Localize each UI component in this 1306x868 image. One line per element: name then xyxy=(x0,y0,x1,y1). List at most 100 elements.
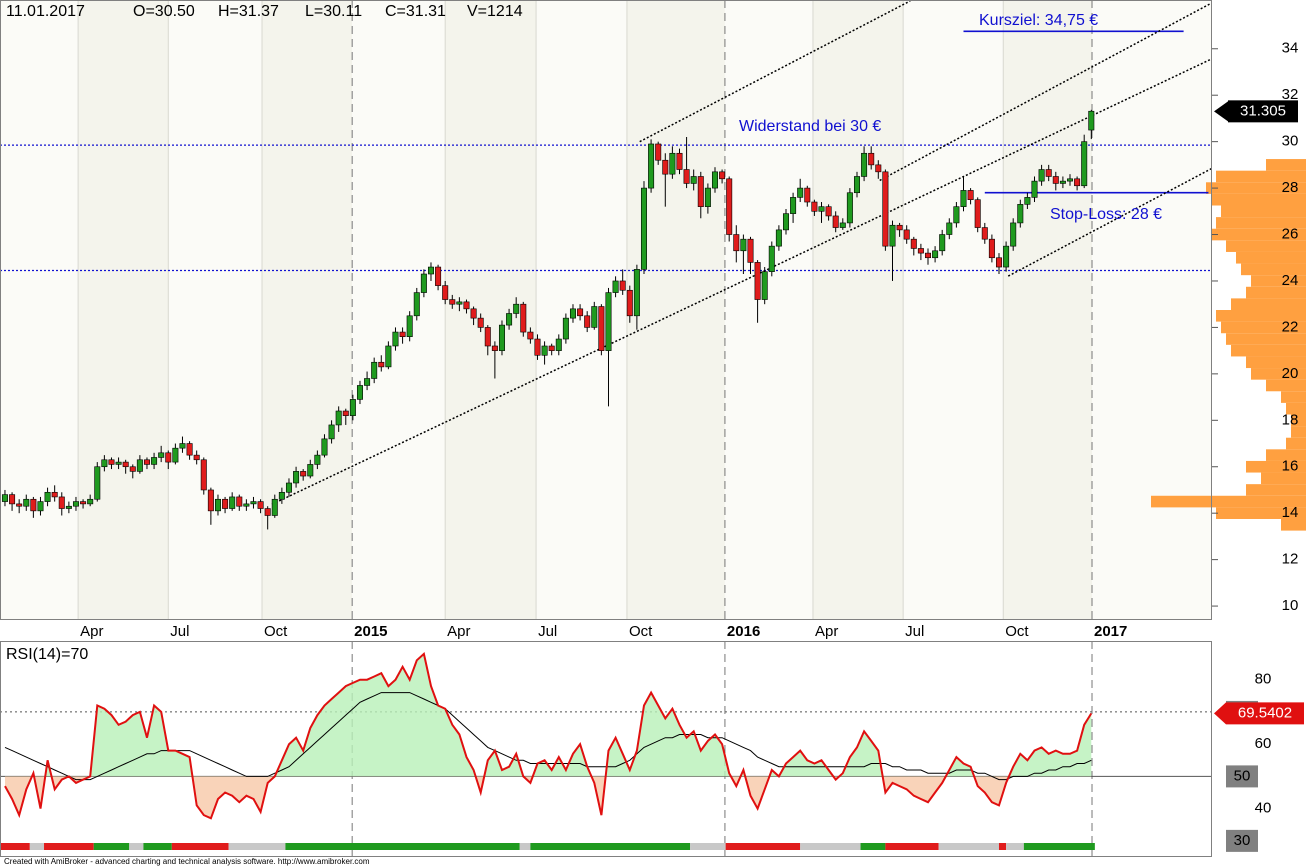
candle-body xyxy=(832,215,839,228)
candle-body xyxy=(80,501,87,505)
volume-profile-bar xyxy=(1266,379,1306,392)
candle-body xyxy=(846,192,853,224)
volume-profile-bar xyxy=(1231,298,1306,310)
candle-body xyxy=(662,159,669,175)
candle-body xyxy=(307,464,314,477)
candle-body xyxy=(726,178,733,235)
candle-body xyxy=(811,201,818,212)
x-tick-label: 2017 xyxy=(1094,623,1127,640)
candle-body xyxy=(910,238,917,249)
candle-body xyxy=(719,171,726,180)
x-tick-label: Jul xyxy=(170,623,189,640)
candle-body xyxy=(648,143,655,189)
candle-body xyxy=(569,308,576,319)
candle-body xyxy=(491,345,498,351)
quarter-band xyxy=(1092,641,1212,857)
quarter-band xyxy=(1003,0,1093,620)
candle-body xyxy=(16,503,23,507)
trend-strip-segment xyxy=(885,843,939,850)
candle-body xyxy=(285,482,292,493)
volume-profile-bar xyxy=(1286,437,1306,450)
volume-profile-bar xyxy=(1291,426,1306,438)
candle-body xyxy=(236,496,243,507)
candle-body xyxy=(967,190,974,201)
candle-body xyxy=(172,447,179,463)
candle-body xyxy=(676,152,683,170)
volume-profile-bar xyxy=(1246,460,1306,473)
candle-body xyxy=(151,457,158,465)
candle-body xyxy=(364,378,371,386)
candle-body xyxy=(349,399,356,416)
candle-body xyxy=(413,292,420,317)
candle-body xyxy=(1059,180,1066,184)
candle-body xyxy=(655,143,662,161)
candle-body xyxy=(591,306,598,328)
volume-profile-bar xyxy=(1246,286,1306,299)
candle-body xyxy=(278,491,285,500)
candle-body xyxy=(44,491,51,502)
candle-body xyxy=(903,229,910,240)
candle-body xyxy=(222,498,229,509)
candle-body xyxy=(9,494,16,505)
candle-body xyxy=(250,501,257,505)
last-price-label: 31.305 xyxy=(1240,102,1286,119)
y-tick-label: 26 xyxy=(1282,226,1299,243)
price-frame xyxy=(0,0,1212,620)
candle-body xyxy=(406,315,413,338)
volume-profile-bar xyxy=(1226,333,1306,345)
candle-body xyxy=(768,245,775,272)
candle-body xyxy=(23,498,30,507)
candle-body xyxy=(435,266,442,286)
y-tick-label: 10 xyxy=(1282,597,1299,614)
y-tick-label: 34 xyxy=(1282,40,1299,57)
candle-body xyxy=(328,424,335,440)
rsi-line xyxy=(4,652,1093,820)
volume-profile-bar xyxy=(1246,356,1306,369)
x-tick-label: Oct xyxy=(264,623,288,640)
rsi-value-box xyxy=(1214,702,1304,725)
rsi-tick-box xyxy=(1226,765,1258,788)
candle-body xyxy=(470,308,477,319)
candle-body xyxy=(513,303,520,314)
trend-strip-segment xyxy=(143,843,172,850)
header-date: 11.01.2017 xyxy=(6,3,85,20)
candle-body xyxy=(257,501,264,509)
volume-profile-bar xyxy=(1221,321,1306,334)
trend-strip-segment xyxy=(998,843,1007,850)
volume-profile-bar xyxy=(1266,159,1306,171)
candle-body xyxy=(761,271,768,300)
candle-body xyxy=(825,206,832,217)
candle-body xyxy=(1066,178,1073,182)
candle-body xyxy=(1074,178,1081,187)
x-tick-label: Apr xyxy=(447,623,470,640)
volume-profile-bar xyxy=(1286,402,1306,415)
volume-profile-bar xyxy=(1231,344,1306,357)
candle-body xyxy=(101,459,108,468)
x-tick-label: 2016 xyxy=(727,623,760,640)
volume-profile-bar xyxy=(1281,518,1306,531)
trend-strip-segment xyxy=(129,843,144,850)
x-tick-label: Oct xyxy=(629,623,653,640)
trend-strip-segment xyxy=(1006,843,1024,850)
quarter-band xyxy=(168,0,262,620)
candle-body xyxy=(243,503,250,507)
candle-body xyxy=(782,213,789,231)
volume-profile-bar xyxy=(1216,310,1306,322)
candle-body xyxy=(463,301,470,310)
annotation: Stop-Loss: 28 € xyxy=(1050,206,1162,223)
y-tick-label: 22 xyxy=(1282,318,1299,335)
candle-body xyxy=(1031,180,1038,198)
trend-strip-segment xyxy=(1023,843,1095,850)
candle-body xyxy=(200,459,207,491)
candle-body xyxy=(747,238,754,263)
rsi-area-up xyxy=(31,653,1092,777)
y-tick-label: 18 xyxy=(1282,411,1299,428)
header-field: L=30.11 xyxy=(305,3,362,20)
volume-profile-bar xyxy=(1251,368,1306,380)
candle-body xyxy=(342,410,349,416)
candle-body xyxy=(300,471,307,477)
candle-body xyxy=(704,187,711,207)
x-tick-label: Apr xyxy=(80,623,103,640)
candle-body xyxy=(37,501,44,512)
